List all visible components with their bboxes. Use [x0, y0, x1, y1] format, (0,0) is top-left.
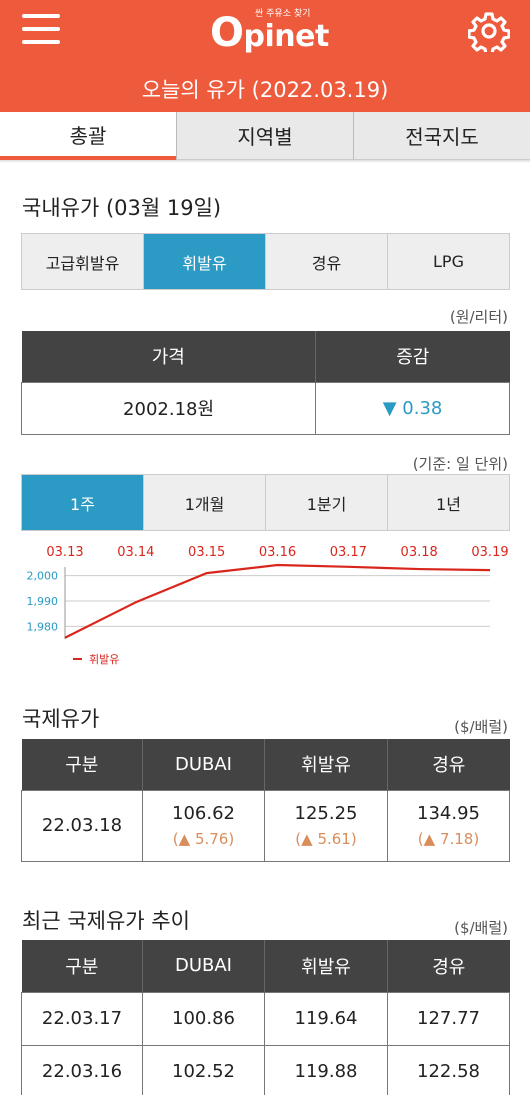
header-change: 증감 [315, 331, 510, 382]
recent-table: 구분 DUBAI 휘발유 경유 22.03.17 100.86 119.64 1… [21, 940, 510, 1095]
x-tick-label: 03.19 [471, 545, 508, 560]
intl-gasoline-value: 125.25 [294, 803, 358, 824]
intl-gasoline-change: (▲ 5.61) [295, 830, 357, 848]
table-row: 22.03.16 102.52 119.88 122.58 [21, 1044, 510, 1095]
domestic-title: 국내유가 (03월 19일) [22, 196, 222, 220]
y-tick-label: 1,990 [27, 595, 59, 608]
recent-title: 최근 국제유가 추이 [22, 909, 190, 933]
international-unit: ($/배럴) [454, 718, 508, 736]
hamburger-menu-icon[interactable] [22, 14, 60, 46]
fuel-diesel[interactable]: 경유 [265, 234, 387, 289]
recent-dubai: 100.86 [142, 991, 265, 1046]
intl-diesel-cell: 134.95 (▲ 7.18) [387, 789, 510, 862]
recent-gasoline: 119.88 [264, 1044, 388, 1095]
page-title: 오늘의 유가 (2022.03.19) [141, 78, 389, 102]
x-tick-label: 03.17 [330, 545, 367, 560]
header-dubai: DUBAI [142, 940, 265, 992]
app-header: 싼 주유소 찾기 Opinet 오늘의 유가 (2022.03.19) [0, 0, 530, 112]
tab-summary[interactable]: 총괄 [0, 112, 176, 160]
y-tick-label: 2,000 [27, 570, 59, 583]
period-1-week[interactable]: 1주 [22, 475, 143, 530]
recent-gasoline: 119.64 [264, 991, 388, 1046]
main-tabs: 총괄 지역별 전국지도 [0, 112, 530, 160]
period-1-quarter[interactable]: 1분기 [265, 475, 387, 530]
chart-svg: 03.13 03.14 03.15 03.16 03.17 03.18 03.19 2,000… [27, 545, 509, 666]
recent-unit: ($/배럴) [454, 919, 508, 937]
fuel-lpg[interactable]: LPG [387, 234, 509, 289]
fuel-premium-gasoline[interactable]: 고급휘발유 [22, 234, 143, 289]
header-gasoline: 휘발유 [264, 940, 388, 992]
y-tick-label: 1,980 [27, 620, 59, 633]
intl-diesel-change: (▲ 7.18) [417, 830, 480, 848]
intl-gasoline-cell: 125.25 (▲ 5.61) [264, 789, 388, 862]
intl-date: 22.03.18 [21, 789, 143, 862]
x-tick-label: 03.13 [46, 545, 83, 560]
header-gasoline: 휘발유 [264, 739, 388, 790]
x-tick-label: 03.18 [401, 545, 438, 560]
header-category: 구분 [21, 940, 143, 992]
header-category: 구분 [21, 739, 143, 790]
recent-dubai: 102.52 [142, 1044, 265, 1095]
x-tick-label: 03.14 [117, 545, 154, 560]
header-dubai: DUBAI [142, 739, 265, 790]
legend-label: 휘발유 [89, 653, 119, 666]
international-table: 구분 DUBAI 휘발유 경유 22.03.18 106.62 (▲ 5.76) … [21, 739, 510, 862]
header-price: 가격 [21, 331, 316, 382]
header-diesel: 경유 [387, 940, 510, 992]
tabs-divider [0, 160, 530, 163]
fuel-gasoline[interactable]: 휘발유 [143, 234, 265, 289]
logo-wordmark: Opinet [210, 10, 329, 56]
logo-tagline: 싼 주유소 찾기 [255, 9, 311, 19]
period-1-month[interactable]: 1개월 [143, 475, 265, 530]
tab-national-map[interactable]: 전국지도 [353, 112, 530, 160]
international-title: 국제유가 [22, 707, 100, 731]
intl-dubai-cell: 106.62 (▲ 5.76) [142, 789, 265, 862]
domestic-unit: (원/리터) [449, 308, 508, 326]
price-value: 2002.18원 [20, 381, 317, 435]
gear-icon[interactable] [467, 10, 511, 56]
recent-diesel: 122.58 [387, 1044, 510, 1095]
price-change: ▼ 0.38 [315, 381, 510, 435]
fuel-type-selector: 고급휘발유 휘발유 경유 LPG [21, 233, 510, 290]
recent-diesel: 127.77 [387, 991, 510, 1046]
period-unit: (기준: 일 단위) [412, 455, 508, 473]
period-1-year[interactable]: 1년 [387, 475, 509, 530]
intl-dubai-change: (▲ 5.76) [172, 830, 235, 848]
header-diesel: 경유 [387, 739, 510, 790]
recent-date: 22.03.16 [21, 1044, 143, 1095]
x-tick-label: 03.15 [188, 545, 225, 560]
opinet-logo: 싼 주유소 찾기 Opinet [210, 4, 330, 56]
table-row: 22.03.17 100.86 119.64 127.77 [21, 991, 510, 1046]
x-tick-label: 03.16 [259, 545, 296, 560]
tab-region[interactable]: 지역별 [176, 112, 353, 160]
price-trend-chart: 03.13 03.14 03.15 03.16 03.17 03.18 03.19 2,000… [0, 535, 530, 675]
intl-dubai-value: 106.62 [172, 803, 235, 824]
period-selector: 1주 1개월 1분기 1년 [21, 474, 510, 531]
domestic-price-table: 가격 증감 2002.18원 ▼ 0.38 [20, 331, 510, 435]
intl-diesel-value: 134.95 [417, 803, 480, 824]
recent-date: 22.03.17 [21, 991, 143, 1046]
